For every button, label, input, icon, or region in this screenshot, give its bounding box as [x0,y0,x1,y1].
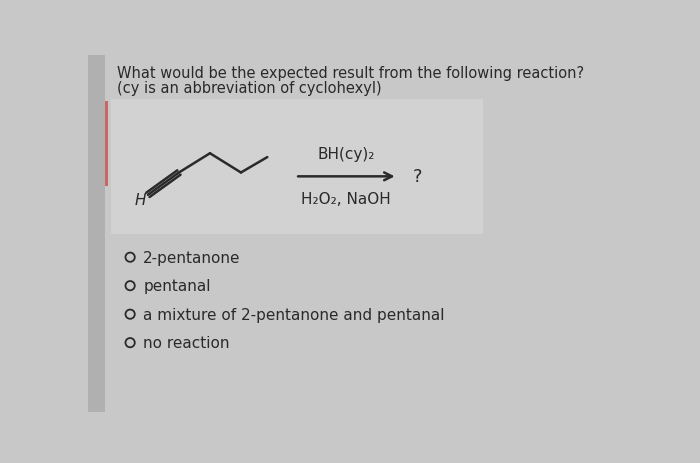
Text: H₂O₂, NaOH: H₂O₂, NaOH [302,192,391,206]
Text: 2-pentanone: 2-pentanone [144,250,241,265]
Bar [104,102,108,186]
Text: (cy is an abbreviation of cyclohexyl): (cy is an abbreviation of cyclohexyl) [117,81,382,96]
Text: BH(cy)₂: BH(cy)₂ [318,147,375,162]
Bar [88,56,104,412]
Text: What would be the expected result from the following reaction?: What would be the expected result from t… [117,66,584,81]
Text: ?: ? [413,168,423,186]
Bar [111,100,483,235]
Text: H: H [134,193,146,207]
Text: pentanal: pentanal [144,279,211,294]
Text: no reaction: no reaction [144,335,230,350]
Text: a mixture of 2-pentanone and pentanal: a mixture of 2-pentanone and pentanal [144,307,445,322]
